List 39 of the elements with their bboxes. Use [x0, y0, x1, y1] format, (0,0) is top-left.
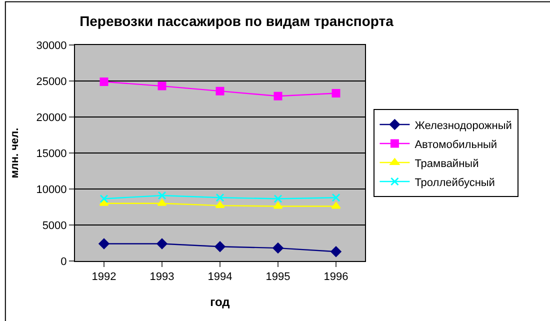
- point: [272, 242, 284, 254]
- point: [158, 191, 166, 200]
- point: [100, 77, 108, 86]
- x-tick-label: 1996: [324, 271, 348, 284]
- x-tick-label: 1992: [92, 271, 116, 284]
- point: [330, 246, 342, 257]
- x-tick-label: 1994: [208, 271, 232, 284]
- chart-title: Перевозки пассажиров по видам транспорта: [80, 12, 394, 29]
- point: [156, 238, 168, 250]
- point: [216, 193, 224, 202]
- point: [215, 201, 225, 208]
- y-axis-title: млн. чел.: [8, 128, 21, 178]
- point: [216, 86, 224, 96]
- y-tick-label: 25000: [36, 76, 67, 88]
- x-tick-label: 1995: [266, 271, 290, 284]
- point: [98, 238, 110, 250]
- point: [332, 88, 340, 98]
- x-axis-title: год: [210, 295, 230, 310]
- legend-label: Автомобильный: [414, 138, 498, 151]
- y-tick-label: 30000: [36, 40, 67, 52]
- x-tick-label: 1993: [150, 271, 174, 284]
- point: [214, 241, 226, 252]
- y-tick-label: 20000: [36, 112, 67, 124]
- point: [99, 199, 109, 206]
- y-tick-label: 0: [60, 256, 67, 268]
- point: [273, 202, 283, 209]
- point: [100, 194, 108, 203]
- point: [274, 194, 282, 203]
- point: [332, 193, 340, 202]
- y-tick-label: 15000: [36, 148, 67, 160]
- point: [158, 82, 166, 90]
- point: [274, 92, 282, 100]
- legend-label: Железнодорожный: [414, 120, 512, 132]
- y-tick-label: 10000: [36, 184, 67, 196]
- legend-label: Трамвайный: [414, 158, 479, 170]
- legend-label: Троллейбусный: [414, 176, 495, 189]
- y-tick-label: 5000: [42, 220, 67, 232]
- point: [331, 202, 341, 209]
- point: [157, 199, 167, 206]
